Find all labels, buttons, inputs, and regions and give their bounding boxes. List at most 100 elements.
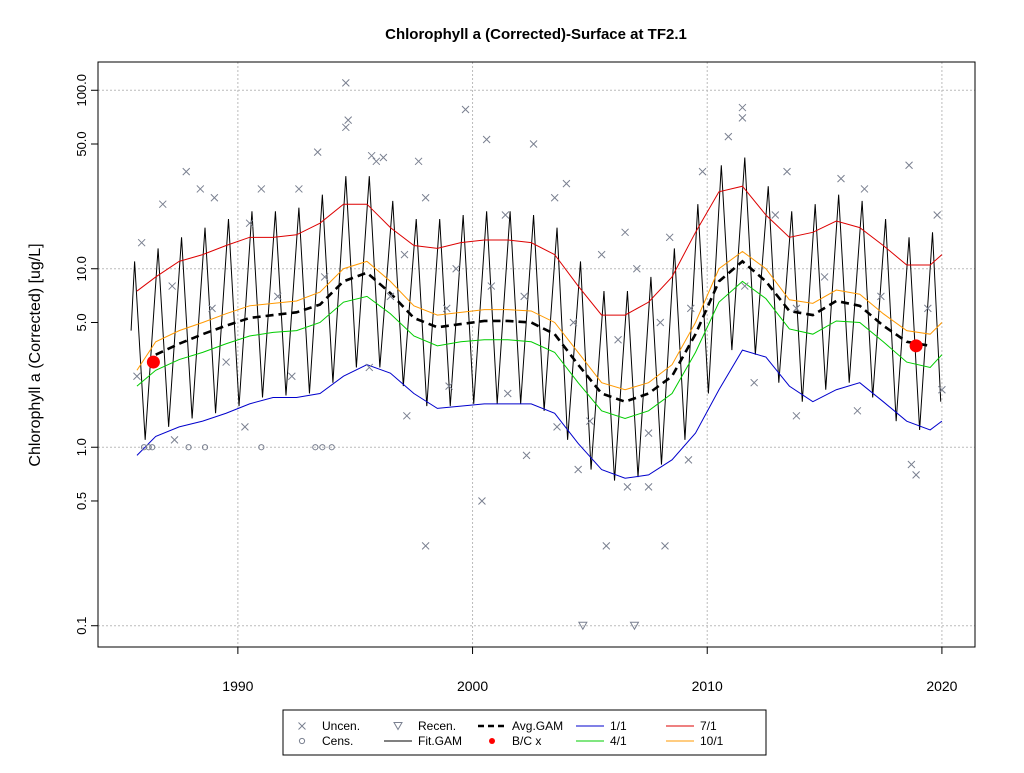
data-point	[520, 292, 529, 301]
data-point	[905, 161, 913, 170]
data-point	[562, 179, 571, 188]
data-point	[577, 621, 588, 631]
data-point	[909, 339, 923, 353]
data-point	[185, 444, 192, 451]
data-point	[750, 378, 759, 387]
data-point	[402, 411, 411, 420]
data-point	[912, 471, 920, 479]
data-point	[287, 372, 296, 381]
data-point	[196, 185, 205, 193]
plot-area	[98, 62, 975, 647]
series-line	[155, 259, 931, 404]
data-point	[684, 455, 693, 464]
data-point	[569, 318, 578, 327]
legend-box	[282, 709, 767, 756]
data-point	[783, 167, 791, 176]
legend-marker	[298, 737, 306, 745]
series-line	[136, 280, 943, 419]
data-point	[421, 542, 430, 550]
data-point	[644, 482, 653, 491]
data-point	[529, 140, 538, 148]
data-point	[792, 411, 801, 420]
legend-label: 10/1	[700, 734, 724, 748]
legend-label: B/C x	[512, 734, 541, 748]
data-point	[738, 114, 747, 122]
x-tick-label: 2010	[692, 678, 723, 694]
series-line	[130, 157, 942, 481]
data-point	[522, 451, 531, 460]
data-point	[442, 304, 451, 313]
data-point	[170, 435, 179, 444]
data-point	[400, 250, 409, 259]
data-point	[367, 151, 376, 160]
data-point	[452, 264, 460, 273]
data-point	[146, 355, 160, 369]
data-point	[661, 542, 669, 550]
legend-marker	[489, 738, 495, 744]
data-point	[258, 444, 265, 451]
data-point	[614, 335, 622, 344]
data-point	[771, 211, 780, 219]
legend-label: Cens.	[322, 734, 353, 748]
legend-marker	[298, 722, 306, 730]
x-tick-label: 2000	[457, 678, 488, 694]
data-point	[574, 465, 583, 474]
data-point	[553, 423, 561, 431]
data-point	[140, 444, 148, 451]
data-point	[137, 238, 146, 247]
data-point	[933, 211, 942, 219]
data-point	[341, 79, 350, 87]
data-point	[644, 429, 653, 437]
y-tick-label: 1.0	[74, 438, 89, 456]
data-point	[665, 233, 674, 242]
data-point	[597, 250, 606, 259]
data-point	[149, 444, 156, 451]
data-point	[414, 157, 423, 166]
data-point	[877, 292, 885, 301]
data-point	[656, 318, 665, 327]
data-point	[328, 444, 335, 451]
x-tick-label: 1990	[222, 678, 253, 694]
y-tick-label: 50.0	[74, 131, 89, 156]
legend-label: Fit.GAM	[418, 734, 462, 748]
legend-label: Recen.	[418, 719, 456, 733]
data-point	[257, 185, 266, 193]
data-point	[738, 103, 747, 112]
data-point	[295, 185, 303, 193]
data-point	[133, 372, 141, 381]
data-point	[461, 105, 470, 114]
data-point	[158, 200, 167, 209]
data-point	[740, 282, 749, 290]
data-point	[421, 193, 430, 202]
data-point	[820, 273, 829, 281]
data-point	[853, 406, 862, 415]
data-point	[208, 304, 216, 313]
data-point	[365, 363, 374, 372]
y-tick-label: 100.0	[74, 74, 89, 107]
legend-label: 4/1	[610, 734, 627, 748]
y-tick-label: 10.0	[74, 256, 89, 281]
data-point	[379, 153, 388, 162]
data-point	[938, 385, 946, 394]
series-line	[136, 185, 943, 316]
data-point	[445, 382, 453, 390]
data-point	[168, 282, 177, 290]
legend-label: 1/1	[610, 719, 627, 733]
data-point	[487, 282, 496, 290]
data-point	[503, 389, 512, 398]
data-point	[145, 444, 152, 451]
y-axis-label: Chlorophyll a (Corrected) [ug/L]	[27, 243, 44, 466]
data-point	[201, 444, 209, 451]
data-point	[319, 444, 326, 451]
data-point	[372, 157, 381, 166]
data-point	[245, 219, 254, 228]
data-point	[313, 148, 322, 157]
data-point	[724, 132, 733, 141]
data-point	[386, 292, 395, 301]
legend-label: Uncen.	[322, 719, 360, 733]
data-point	[602, 542, 611, 550]
y-tick-label: 0.1	[74, 617, 89, 635]
series-line	[136, 250, 943, 391]
